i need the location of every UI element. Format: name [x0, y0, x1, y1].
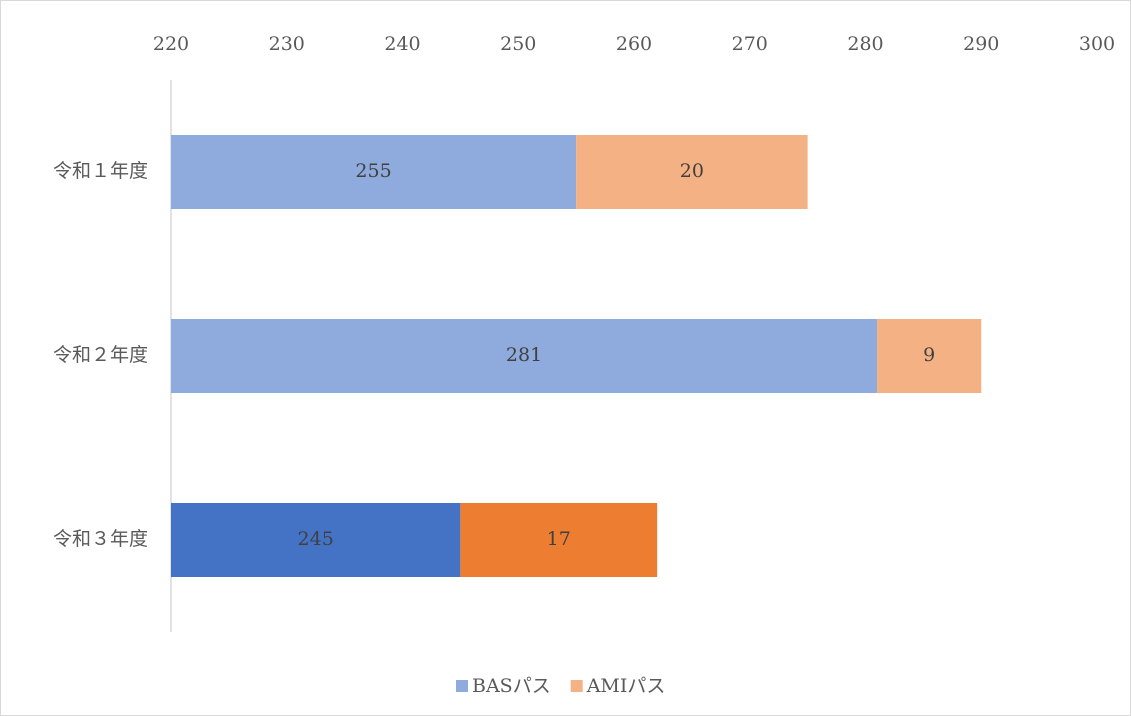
x-tick-label: 270	[732, 33, 768, 55]
x-tick-label: 290	[963, 33, 999, 55]
bar-segment	[877, 319, 982, 393]
data-label: 17	[547, 528, 571, 550]
legend-label: AMIパス	[586, 675, 666, 697]
bar-segment	[171, 135, 577, 209]
x-tick-label: 260	[616, 33, 652, 55]
data-label: 255	[355, 160, 391, 182]
x-tick-label: 300	[1079, 33, 1115, 55]
x-tick-label: 240	[384, 33, 420, 55]
x-tick-label: 220	[153, 33, 189, 55]
y-tick-label: 令和１年度	[53, 160, 148, 182]
x-tick-label: 230	[269, 33, 305, 55]
bar-segment	[171, 319, 878, 393]
data-label: 20	[680, 160, 704, 182]
y-tick-label: 令和３年度	[53, 528, 148, 550]
legend-swatch	[456, 680, 468, 692]
x-tick-label: 280	[847, 33, 883, 55]
legend-swatch	[570, 680, 583, 692]
bar-segment	[460, 503, 658, 577]
data-label: 281	[506, 344, 542, 366]
bar-segment	[171, 503, 461, 577]
data-label: 245	[298, 528, 334, 550]
data-label: 9	[923, 344, 935, 366]
y-tick-label: 令和２年度	[53, 344, 148, 366]
bar-segment	[576, 135, 808, 209]
legend-label: BASパス	[472, 675, 551, 697]
x-tick-label: 250	[500, 33, 536, 55]
